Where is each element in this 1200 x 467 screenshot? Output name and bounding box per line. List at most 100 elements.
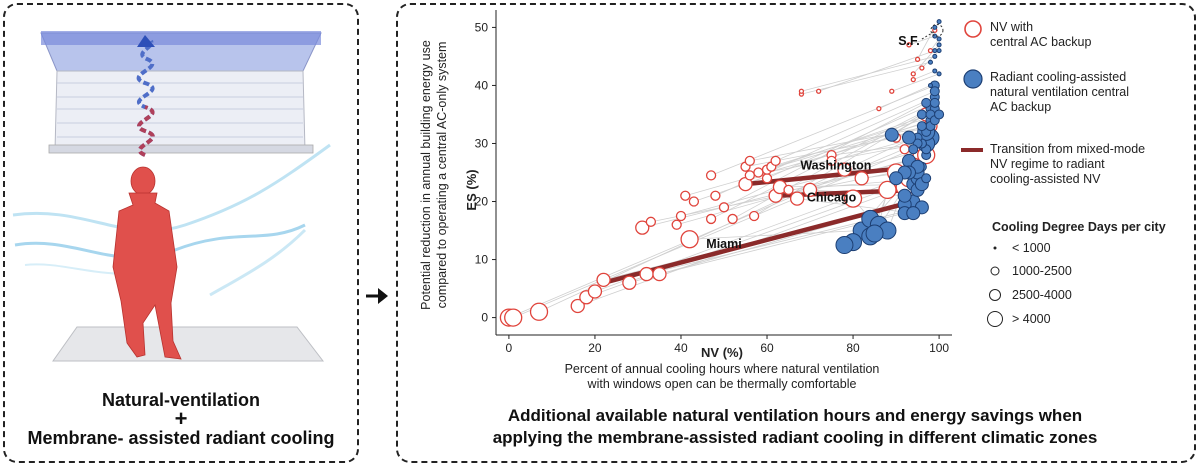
nv-point: [671, 219, 682, 230]
sf-leader-line: [921, 31, 936, 40]
rc-point: [936, 19, 942, 25]
figure-title-line-1: Additional available natural ventilation…: [507, 406, 1083, 425]
y-axis-long-label-2: compared to operating a central AC-only …: [435, 42, 449, 309]
nv-point: [744, 155, 755, 167]
rc-point: [889, 171, 904, 186]
left-panel: Natural-ventilation + Membrane- assisted…: [3, 3, 359, 463]
x-tick-label: 20: [588, 341, 602, 355]
nv-point: [680, 190, 691, 201]
nv-point: [843, 189, 863, 208]
nv-point: [837, 162, 852, 177]
nv-point: [675, 210, 687, 222]
legend-nv-label: NV with central AC backup: [990, 20, 1092, 49]
rc-point: [932, 53, 938, 59]
scatter-chart: 0 20 40 60 80 100 0 10 20 30 40 50 S.F. Washington Chi…: [419, 10, 952, 391]
nv-point: [798, 88, 805, 94]
nv-point: [878, 180, 897, 200]
legend-nv-marker: [964, 20, 982, 38]
nv-point: [919, 65, 925, 71]
caption-plus: +: [174, 406, 188, 431]
nv-point: [906, 42, 912, 48]
y-axis-long-label-1: Potential reduction in annual building e…: [419, 40, 433, 310]
nv-point: [652, 266, 667, 282]
nv-point: [727, 213, 738, 225]
rc-point: [916, 121, 927, 132]
pair-connector-line: [723, 102, 927, 208]
legend-transition-label: Transition from mixed-mode NV regime to …: [990, 142, 1146, 186]
nv-point: [899, 144, 910, 155]
rc-point: [916, 109, 927, 120]
nv-point: [639, 266, 654, 282]
rc-point: [927, 59, 933, 65]
x-tick-label: 40: [674, 341, 688, 355]
y-tick-label: 0: [481, 311, 488, 325]
person-illustration: [112, 166, 182, 360]
nv-point: [748, 210, 760, 222]
pair-connector-line: [766, 102, 935, 179]
pair-connector-line: [913, 70, 935, 81]
rc-point: [835, 236, 854, 255]
rc-point: [932, 24, 938, 30]
rc-point: [936, 71, 942, 77]
nv-point: [815, 88, 822, 94]
pair-connector-line: [878, 85, 931, 110]
figure-title-line-2: applying the membrane-assisted radiant c…: [492, 428, 1098, 447]
pair-connector-line: [908, 35, 935, 46]
legend-cdd-item-2: 1000-2500: [1012, 264, 1072, 278]
y-axis-short-label: ES (%): [464, 169, 479, 210]
nv-point: [688, 196, 700, 207]
y-tick-label: 40: [475, 78, 489, 92]
nv-point: [504, 308, 523, 327]
legend-cdd-item-4: > 4000: [1012, 312, 1051, 326]
pair-connector-line: [753, 108, 935, 217]
rc-point: [865, 224, 884, 243]
legend-transition-marker: [961, 148, 983, 152]
legend-cdd-item-1: < 1000: [1012, 241, 1051, 255]
nv-point: [889, 88, 895, 94]
nv-point: [753, 167, 764, 178]
airflow-curve-icon: [12, 143, 331, 233]
rc-point: [936, 42, 942, 48]
x-tick-label: 80: [846, 341, 860, 355]
radiant-cooling-illustration: [12, 31, 331, 362]
x-tick-label: 60: [760, 341, 774, 355]
left-caption: Natural-ventilation + Membrane- assisted…: [5, 389, 357, 449]
nv-point: [927, 47, 934, 54]
annotation-chicago: Chicago: [807, 191, 857, 205]
legend-rc-marker: [963, 69, 983, 89]
sf-highlight-circle: [930, 23, 944, 37]
caption-line-2: Membrane- assisted radiant cooling: [27, 428, 335, 448]
rc-point: [927, 82, 933, 88]
nv-point: [910, 76, 916, 83]
rc-point: [906, 206, 921, 221]
nv-point: [854, 171, 869, 186]
y-tick-label: 30: [475, 136, 489, 150]
rc-point: [921, 173, 932, 184]
y-tick-label: 10: [475, 253, 489, 267]
caption-line-1: Natural-ventilation: [101, 390, 261, 410]
rc-point: [884, 127, 899, 142]
pair-connector-line: [818, 50, 935, 92]
nv-point: [783, 184, 794, 196]
nv-point: [705, 213, 717, 225]
nv-point: [570, 298, 585, 314]
pair-connector-line: [749, 125, 931, 162]
legend-cdd-item-3: 2500-4000: [1012, 288, 1072, 302]
pair-connector-line: [689, 230, 862, 240]
arrow-right-icon: [366, 288, 388, 304]
nv-point: [587, 284, 603, 299]
nv-point: [529, 302, 549, 321]
x-axis-long-label-2: with windows open can be thermally comfo…: [587, 377, 857, 391]
nv-point: [645, 216, 657, 227]
x-axis-short-label: NV (%): [701, 345, 743, 360]
nv-point: [761, 173, 773, 184]
annotation-sf: S.F.: [898, 34, 920, 48]
rc-point: [934, 109, 945, 120]
nv-point: [718, 202, 730, 213]
y-tick-label: 20: [475, 195, 489, 209]
rc-point: [936, 48, 942, 54]
nv-point: [789, 191, 805, 206]
rc-point: [929, 97, 940, 108]
nv-point: [680, 230, 699, 249]
nv-point: [770, 155, 781, 167]
